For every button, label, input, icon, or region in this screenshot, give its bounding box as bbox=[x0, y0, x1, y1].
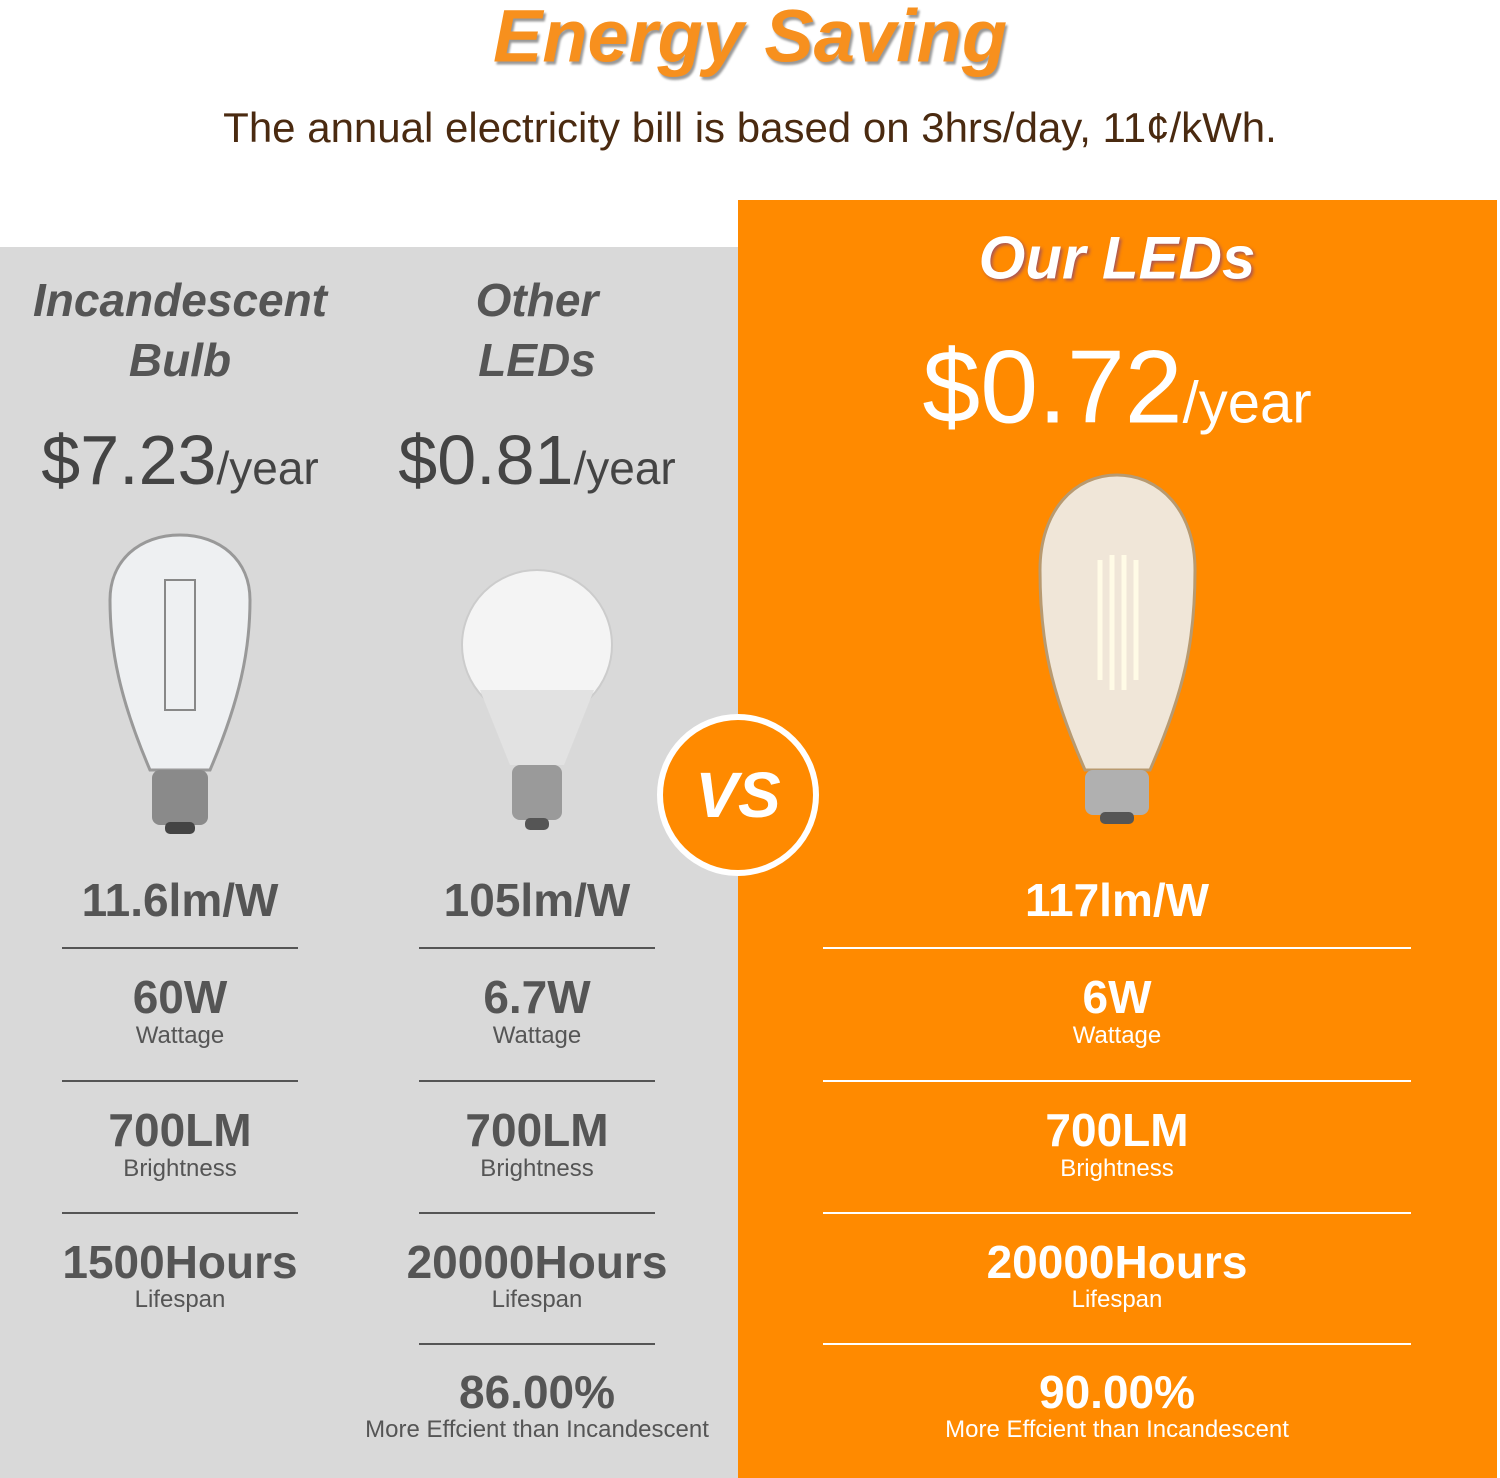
incandescent-bulb bbox=[108, 533, 252, 834]
divider bbox=[823, 947, 1411, 949]
stat-label: More Effcient than Incandescent bbox=[365, 1416, 709, 1443]
price-unit: /year bbox=[1182, 370, 1312, 436]
divider bbox=[823, 1080, 1411, 1082]
orange-panel bbox=[738, 200, 1497, 1478]
stat-label: Lifespan bbox=[134, 1286, 226, 1313]
column-name: Our LEDs bbox=[978, 224, 1256, 292]
stat-label: More Effcient than Incandescent bbox=[945, 1416, 1289, 1443]
stat-value: 700LM bbox=[1045, 1104, 1189, 1156]
stat-value: 6W bbox=[1082, 971, 1152, 1023]
price: $0.81/year bbox=[398, 420, 675, 500]
column-name: LEDs bbox=[478, 334, 596, 386]
column-name: Bulb bbox=[128, 334, 232, 386]
stat-value: 700LM bbox=[465, 1104, 609, 1156]
title: Energy Saving bbox=[492, 0, 1008, 78]
stat-label: Wattage bbox=[135, 1022, 225, 1049]
divider bbox=[419, 1343, 655, 1345]
price-amount: $0.81 bbox=[398, 421, 574, 499]
stat-value: 20000Hours bbox=[986, 1236, 1248, 1288]
price-unit: /year bbox=[216, 442, 319, 494]
gray-panel bbox=[0, 247, 738, 1478]
vs-text: VS bbox=[695, 759, 781, 831]
stat-label: Wattage bbox=[492, 1022, 582, 1049]
stat-value: 1500Hours bbox=[62, 1236, 298, 1288]
stat-label: Lifespan bbox=[1071, 1286, 1163, 1313]
our-led-bulb bbox=[1038, 473, 1197, 824]
stat-value: 60W bbox=[132, 971, 228, 1023]
divider bbox=[419, 947, 655, 949]
stat-value: 6.7W bbox=[483, 971, 591, 1023]
stat-value: 700LM bbox=[108, 1104, 252, 1156]
stat-value: 117lm/W bbox=[1024, 874, 1210, 926]
divider bbox=[62, 1080, 298, 1082]
divider bbox=[823, 1212, 1411, 1214]
stat-label: Lifespan bbox=[491, 1286, 583, 1313]
stat-value: 20000Hours bbox=[406, 1236, 668, 1288]
vs-badge bbox=[657, 714, 819, 876]
divider bbox=[823, 1343, 1411, 1345]
price-unit: /year bbox=[573, 442, 676, 494]
stat-value: 86.00% bbox=[458, 1366, 616, 1418]
stat-label: Wattage bbox=[1072, 1022, 1162, 1049]
divider bbox=[419, 1212, 655, 1214]
divider bbox=[62, 1212, 298, 1214]
price-amount: $0.72 bbox=[922, 329, 1183, 446]
stat-value: 105lm/W bbox=[443, 874, 631, 926]
stat-value: 11.6lm/W bbox=[81, 874, 279, 926]
divider bbox=[62, 947, 298, 949]
other-led-bulb bbox=[461, 569, 613, 830]
price-amount: $7.23 bbox=[41, 421, 217, 499]
subtitle: The annual electricity bill is based on … bbox=[223, 104, 1277, 151]
stat-value: 90.00% bbox=[1038, 1366, 1196, 1418]
price: $0.72/year bbox=[922, 329, 1311, 448]
column-name: Other bbox=[475, 274, 599, 326]
divider bbox=[419, 1080, 655, 1082]
stat-label: Brightness bbox=[123, 1155, 237, 1182]
column-name: Incandescent bbox=[33, 274, 327, 326]
stat-label: Brightness bbox=[480, 1155, 594, 1182]
stat-label: Brightness bbox=[1060, 1155, 1174, 1182]
price: $7.23/year bbox=[41, 420, 318, 500]
